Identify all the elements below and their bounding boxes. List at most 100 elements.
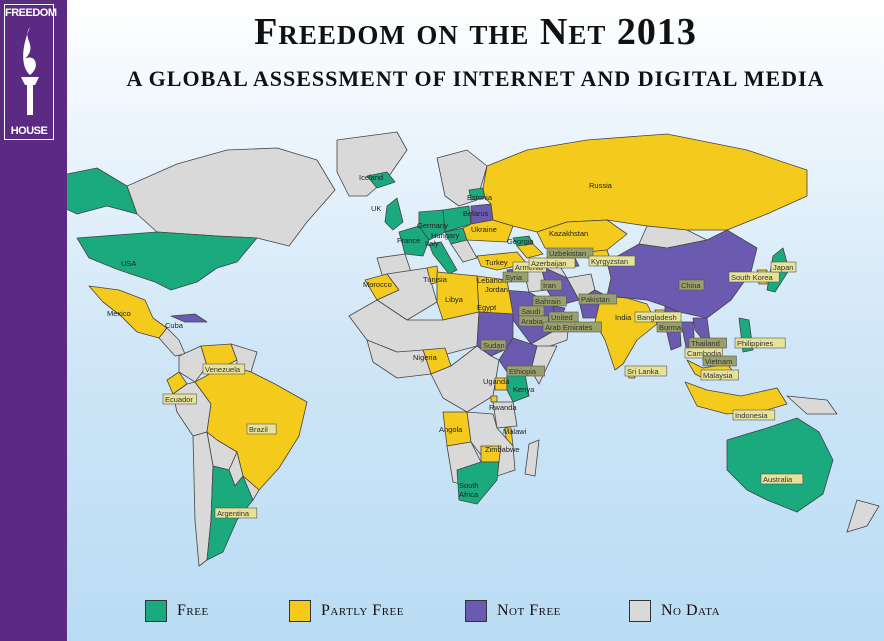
svg-text:Sri Lanka: Sri Lanka (627, 367, 660, 376)
boxlabel-saudi: Saudi (518, 305, 545, 317)
label-zimbabwe: Zimbabwe (485, 445, 520, 454)
svg-text:Iran: Iran (543, 281, 556, 290)
world-map: Iceland UK France Germany Italy Hungary … (67, 131, 880, 567)
boxlabel-south-korea: South Korea (728, 271, 780, 283)
country-russia (482, 133, 808, 233)
logo-line2: HOUSE (10, 125, 48, 137)
country-usa (76, 231, 258, 291)
svg-text:Pakistan: Pakistan (581, 295, 610, 304)
label-mexico: Mexico (107, 309, 131, 318)
country-uruguay (242, 475, 260, 501)
country-cuba (170, 313, 208, 323)
svg-text:Kyrgyzstan: Kyrgyzstan (591, 257, 628, 266)
label-iceland: Iceland (359, 173, 383, 182)
country-tanzania (492, 401, 518, 429)
country-alaska (67, 167, 138, 215)
label-india: India (615, 313, 632, 322)
country-balkans (450, 239, 478, 263)
svg-text:Indonesia: Indonesia (735, 411, 768, 420)
legend-swatch-no-data (629, 600, 651, 622)
legend-label-free: Free (177, 602, 209, 619)
label-uk: UK (371, 204, 381, 213)
boxlabel-ethiopia: Ethiopia (506, 365, 545, 377)
svg-text:Bangladesh: Bangladesh (637, 313, 677, 322)
legend-item-not-free: Not Free (465, 600, 561, 622)
country-colombia (178, 345, 208, 383)
svg-text:Ethiopia: Ethiopia (509, 367, 537, 376)
legend-label-not-free: Not Free (497, 602, 561, 619)
boxlabel-azerbaijan: Azerbaijan (528, 257, 576, 269)
country-india (594, 295, 658, 371)
svg-text:Saudi: Saudi (521, 307, 541, 316)
country-armenia-azerbaijan (516, 243, 544, 259)
boxlabel-philippines: Philippines (734, 337, 786, 349)
label-belarus: Belarus (463, 209, 489, 218)
boxlabel-line2: Arabia (521, 317, 544, 326)
svg-text:Malaysia: Malaysia (703, 371, 733, 380)
svg-text:Brazil: Brazil (249, 425, 268, 434)
label-estonia: Estonia (467, 193, 493, 202)
boxlabel-venezuela: Venezuela (202, 363, 246, 375)
country-south-africa (456, 461, 500, 505)
boxlabel-sri-lanka: Sri Lanka (624, 365, 668, 377)
legend: Free Partly Free Not Free No Data (67, 600, 884, 630)
country-png (786, 395, 838, 415)
svg-text:Vietnam: Vietnam (705, 357, 732, 366)
svg-text:Argentina: Argentina (217, 509, 250, 518)
svg-text:Ecuador: Ecuador (165, 395, 193, 404)
boxlabel-australia: Australia (760, 473, 804, 485)
svg-text:Australia: Australia (763, 475, 793, 484)
label-usa: USA (121, 259, 136, 268)
legend-swatch-partly-free (289, 600, 311, 622)
torch-icon (21, 27, 39, 115)
svg-text:China: China (681, 281, 701, 290)
label-kenya: Kenya (513, 385, 535, 394)
boxlabel-vietnam: Vietnam (702, 355, 737, 367)
country-central-africa (430, 345, 500, 413)
label-ukraine: Ukraine (471, 225, 497, 234)
label-russia: Russia (589, 181, 613, 190)
country-china (606, 229, 758, 319)
label-france: France (397, 236, 420, 245)
boxlabel-burma: Burma (656, 321, 683, 333)
country-uk (384, 197, 404, 231)
country-france (398, 225, 430, 257)
label-malawi: Malawi (503, 427, 527, 436)
svg-text:Burma: Burma (659, 323, 682, 332)
country-madagascar (524, 439, 540, 477)
boxlabel-malaysia: Malaysia (700, 369, 739, 381)
page-subtitle: A GLOBAL ASSESSMENT OF INTERNET AND DIGI… (126, 66, 825, 91)
svg-text:Philippines: Philippines (737, 339, 774, 348)
label-italy: Italy (425, 239, 439, 248)
legend-swatch-free (145, 600, 167, 622)
brand-sidebar: FREEDOM HOUSE (0, 0, 67, 641)
boxlabel-uzbekistan: Uzbekistan (546, 247, 594, 259)
country-rwanda (490, 395, 498, 403)
legend-swatch-not-free (465, 600, 487, 622)
freedom-house-logo: FREEDOM HOUSE (4, 4, 57, 140)
country-canada (126, 147, 336, 247)
legend-label-partly-free: Partly Free (321, 602, 404, 619)
svg-text:Sudan: Sudan (483, 341, 505, 350)
boxlabel-united: United (548, 311, 579, 323)
label-hungary: Hungary (431, 231, 460, 240)
boxlabel-argentina: Argentina (214, 507, 258, 519)
label-rwanda: Rwanda (489, 403, 517, 412)
svg-text:Cambodia: Cambodia (687, 349, 722, 358)
country-new-zealand (846, 499, 880, 533)
legend-item-no-data: No Data (629, 600, 720, 622)
country-central-america (158, 327, 186, 357)
label-morocco: Morocco (363, 280, 392, 289)
country-indonesia (684, 381, 788, 415)
logo-line1: FREEDOM (5, 7, 57, 19)
svg-text:Syria: Syria (505, 273, 523, 282)
legend-label-no-data: No Data (661, 602, 721, 619)
label-angola: Angola (439, 425, 463, 434)
label-libya: Libya (445, 295, 464, 304)
boxlabel-ecuador: Ecuador (162, 393, 197, 405)
boxlabel-thailand: Thailand (688, 337, 727, 349)
boxlabel-line2: Arab Emirates (545, 323, 593, 332)
svg-text:Thailand: Thailand (691, 339, 720, 348)
boxlabel-sudan: Sudan (480, 339, 507, 351)
label-jordan: Jordan (485, 285, 508, 294)
